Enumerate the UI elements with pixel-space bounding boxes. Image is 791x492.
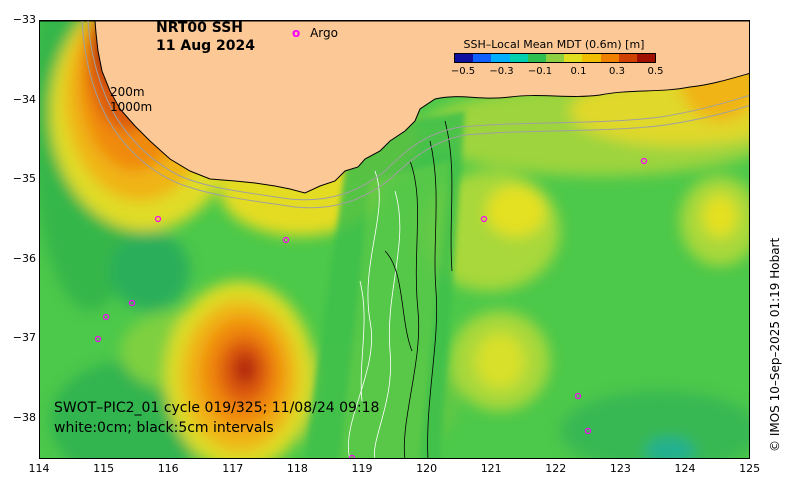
lat-tick-label: −36 [12,251,36,265]
map-title-product: NRT00 SSH [156,20,244,36]
ssh-map [40,21,749,458]
lon-tick-label: 117 [222,462,244,475]
colorbar: SSH–Local Mean MDT (0.6m) [m] [448,38,660,63]
swot-caption-line2: white:0cm; black:5cm intervals [54,420,274,436]
map-panel [39,20,750,459]
lon-tick-label: 118 [286,462,308,475]
colorbar-swatch [473,54,492,62]
swot-swath [305,111,465,458]
argo-floats [94,157,648,458]
colorbar-tick-label: 0.1 [570,66,587,77]
imos-credit: © IMOS 10–Sep–2025 01:19 Hobart [768,237,782,452]
colorbar-swatch [600,54,619,62]
lat-tick-label: −33 [12,13,36,26]
lon-tick-label: 123 [609,462,631,475]
lon-tick-label: 125 [739,462,761,475]
colorbar-swatch [582,54,601,62]
bathy-label-200m: 200m [110,85,145,99]
argo-legend: o Argo [292,26,338,40]
colorbar-tick-label: −0.1 [527,66,553,77]
bathymetry-contours [81,21,749,209]
colorbar-swatch [545,54,565,62]
colorbar-tick-label: 0.3 [609,66,625,77]
argo-marker-icon: o [292,26,301,40]
swot-caption-line1: SWOT–PIC2_01 cycle 019/325; 11/08/24 09:… [54,400,380,416]
swot-contours [348,120,453,458]
colorbar-swatch [618,54,637,62]
colorbar-swatch [509,54,528,62]
lon-tick-label: 122 [545,462,567,475]
lon-tick-label: 115 [93,462,115,475]
map-title-date: 11 Aug 2024 [156,38,256,54]
colorbar-swatch [455,54,474,62]
colorbar-swatch [527,54,546,62]
lat-tick-label: −38 [12,411,36,424]
lon-tick-label: 116 [157,462,179,475]
colorbar-swatch [564,54,583,62]
bathy-label-1000m: 1000m [110,100,153,114]
colorbar-strip [454,53,656,63]
lat-tick-label: −35 [12,172,36,186]
lon-tick-label: 119 [351,462,373,475]
lat-tick-label: −34 [12,92,36,106]
colorbar-swatch [491,54,510,62]
lon-tick-label: 120 [416,462,438,475]
colorbar-title: SSH–Local Mean MDT (0.6m) [m] [463,38,645,51]
land-mass [40,21,749,194]
lon-tick-label: 114 [28,462,50,475]
argo-legend-label: Argo [310,26,338,40]
colorbar-tick-label: −0.3 [489,66,514,77]
lon-tick-label: 121 [480,462,502,475]
lat-tick-label: −37 [12,331,36,345]
colorbar-tick-label: 0.5 [647,66,664,77]
colorbar-swatch [636,54,656,62]
lon-tick-label: 124 [674,462,696,475]
colorbar-tick-label: −0.5 [450,66,476,77]
